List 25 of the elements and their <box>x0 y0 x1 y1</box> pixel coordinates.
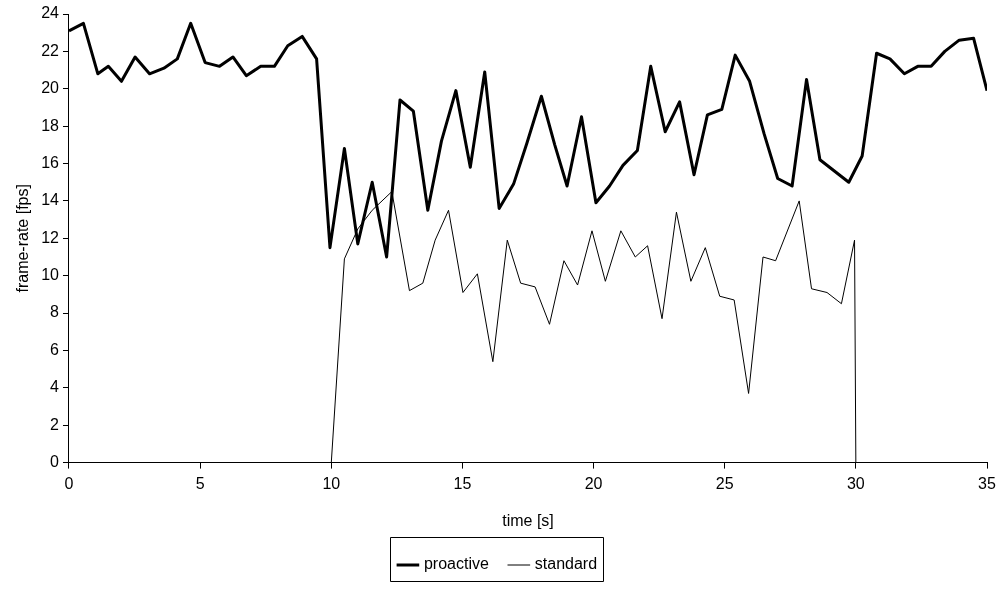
y-tick-label: 4 <box>50 378 60 396</box>
y-tick-label: 10 <box>41 266 60 284</box>
legend-label: proactive <box>423 555 489 573</box>
y-tick-label: 14 <box>41 191 60 209</box>
y-tick-label: 16 <box>41 153 60 171</box>
x-tick-label: 5 <box>195 474 205 492</box>
y-tick-label: 2 <box>50 415 60 433</box>
y-tick-label: 6 <box>50 340 60 358</box>
x-tick-label: 35 <box>978 474 996 492</box>
x-tick-label: 25 <box>715 474 734 492</box>
y-tick-label: 20 <box>41 79 60 97</box>
x-tick-label: 10 <box>322 474 341 492</box>
x-tick-label: 20 <box>584 474 603 492</box>
y-tick-label: 0 <box>50 453 60 471</box>
x-tick-label: 0 <box>64 474 74 492</box>
y-tick-label: 8 <box>50 303 60 321</box>
y-tick-label: 24 <box>41 4 60 22</box>
x-tick-label: 30 <box>846 474 865 492</box>
legend-label: standard <box>534 555 598 573</box>
y-tick-label: 22 <box>41 41 60 59</box>
y-axis-title: frame-rate [fps] <box>14 184 32 293</box>
y-tick-label: 12 <box>41 228 60 246</box>
y-tick-label: 18 <box>41 116 60 134</box>
x-tick-label: 15 <box>453 474 472 492</box>
x-axis-title: time [s] <box>502 511 554 529</box>
